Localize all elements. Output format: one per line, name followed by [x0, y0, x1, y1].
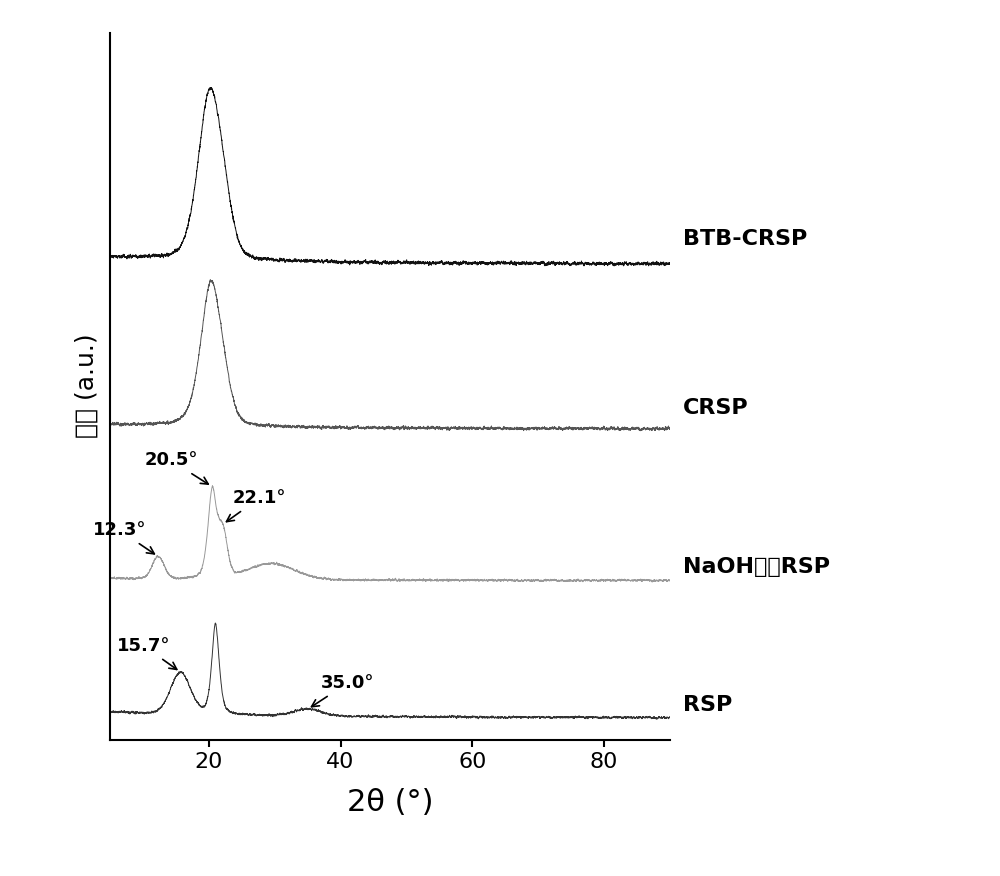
Text: BTB-CRSP: BTB-CRSP: [683, 230, 807, 249]
Y-axis label: 强度 (a.u.): 强度 (a.u.): [75, 334, 99, 438]
Text: 12.3°: 12.3°: [93, 521, 154, 554]
Text: NaOH处理RSP: NaOH处理RSP: [683, 557, 830, 577]
Text: CRSP: CRSP: [683, 398, 749, 418]
Text: 35.0°: 35.0°: [312, 675, 374, 707]
Text: 22.1°: 22.1°: [226, 489, 286, 521]
Text: 15.7°: 15.7°: [117, 637, 177, 669]
X-axis label: 2θ (°): 2θ (°): [347, 788, 433, 817]
Text: 20.5°: 20.5°: [144, 451, 208, 484]
Text: RSP: RSP: [683, 695, 732, 715]
